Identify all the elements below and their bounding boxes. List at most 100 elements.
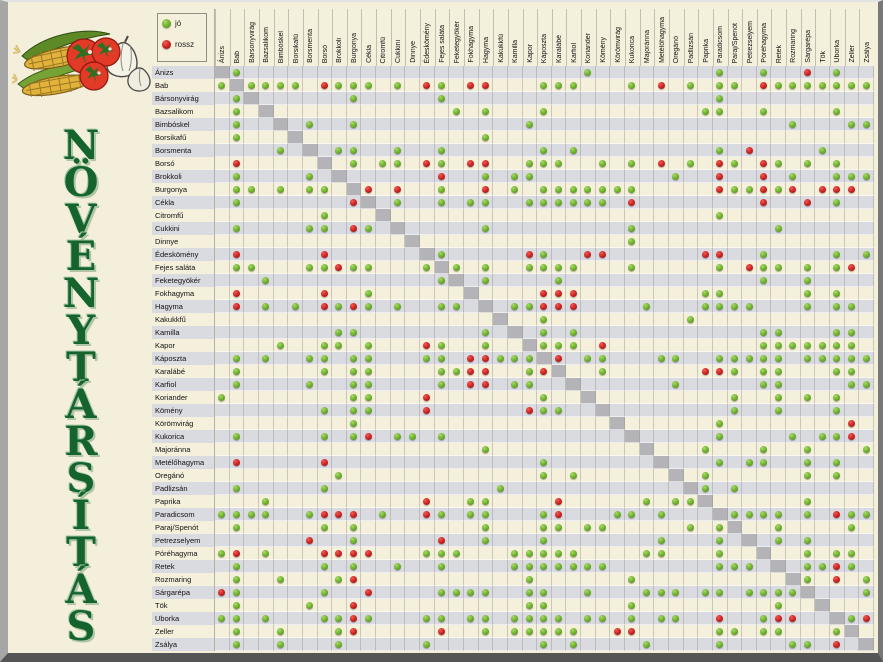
bad-dot-icon (848, 432, 856, 440)
matrix-cell (566, 560, 582, 573)
legend-bad-label: rossz (175, 40, 195, 49)
matrix-cell (683, 79, 699, 92)
matrix-cell (654, 391, 669, 404)
matrix-cell (756, 66, 772, 79)
col-header: Koriander (581, 9, 596, 66)
matrix-cell (478, 326, 494, 339)
matrix-cell (522, 508, 538, 521)
matrix-cell (698, 131, 713, 144)
matrix-cell (815, 196, 831, 209)
matrix-cell (683, 534, 699, 547)
matrix-cell (317, 352, 333, 365)
matrix-cell (610, 313, 626, 326)
matrix-cell (420, 352, 435, 365)
matrix-cell (551, 66, 567, 79)
matrix-cell (566, 521, 582, 534)
matrix-cell (610, 521, 626, 534)
matrix-cell (346, 378, 362, 391)
matrix-cell (727, 118, 743, 131)
matrix-cell (742, 196, 757, 209)
matrix-cell (244, 274, 259, 287)
matrix-cell (332, 313, 347, 326)
bad-dot-icon (848, 263, 856, 271)
good-dot-icon (320, 406, 328, 414)
matrix-cell (595, 508, 611, 521)
good-dot-icon (862, 588, 870, 596)
good-dot-icon (320, 263, 328, 271)
matrix-cell (698, 144, 713, 157)
good-dot-icon (555, 276, 563, 284)
row-label: Ánizs (152, 66, 215, 79)
matrix-cell (800, 235, 816, 248)
matrix-cell (507, 612, 523, 625)
matrix-cell (668, 196, 684, 209)
col-header-label: Tök (819, 51, 827, 63)
row-label: Kukorica (152, 430, 215, 443)
matrix-cell (463, 456, 479, 469)
good-dot-icon (657, 614, 665, 622)
matrix-cell (844, 560, 860, 573)
matrix-cell (346, 66, 362, 79)
matrix-cell (654, 287, 669, 300)
good-dot-icon (686, 523, 694, 531)
matrix-cell (625, 495, 640, 508)
matrix-cell (390, 560, 406, 573)
matrix-cell (537, 417, 552, 430)
matrix-cell (756, 560, 772, 573)
matrix-cell (786, 599, 801, 612)
matrix-cell (273, 443, 289, 456)
matrix-cell (361, 157, 377, 170)
matrix-cell (551, 183, 567, 196)
matrix-cell (771, 547, 787, 560)
matrix-cell (493, 222, 508, 235)
matrix-cell (405, 157, 421, 170)
matrix-cell (346, 443, 362, 456)
good-dot-icon (599, 614, 607, 622)
good-dot-icon (730, 159, 738, 167)
row-label: Citromfű (152, 209, 215, 222)
matrix-cell (346, 365, 362, 378)
matrix-cell (712, 287, 728, 300)
matrix-cell (698, 456, 713, 469)
matrix-cell (434, 300, 450, 313)
matrix-cell (522, 521, 538, 534)
matrix-cell (463, 209, 479, 222)
matrix-cell (493, 560, 508, 573)
matrix-cell (712, 599, 728, 612)
matrix-cell (522, 79, 538, 92)
matrix-cell (566, 248, 582, 261)
matrix-cell (712, 534, 728, 547)
matrix-cell (786, 586, 801, 599)
good-dot-icon (774, 263, 782, 271)
matrix-cell (859, 235, 874, 248)
matrix-cell (595, 313, 611, 326)
row-label: Oregánó (152, 469, 215, 482)
matrix-cell (229, 287, 245, 300)
matrix-cell (288, 352, 303, 365)
good-dot-icon (804, 471, 812, 479)
matrix-cell (742, 508, 757, 521)
good-dot-icon (730, 367, 738, 375)
matrix-cell (566, 209, 582, 222)
matrix-cell (405, 391, 421, 404)
matrix-cell (830, 287, 845, 300)
matrix-cell (786, 183, 801, 196)
matrix-cell (361, 170, 377, 183)
matrix-cell (215, 599, 230, 612)
matrix-cell (493, 235, 508, 248)
bad-dot-icon (555, 510, 563, 518)
good-dot-icon (848, 523, 856, 531)
matrix-cell (229, 79, 245, 92)
good-dot-icon (481, 614, 489, 622)
matrix-cell (639, 248, 655, 261)
matrix-cell (654, 248, 669, 261)
matrix-cell (742, 547, 757, 560)
matrix-cell (683, 625, 699, 638)
good-dot-icon (232, 185, 240, 193)
matrix-cell (376, 352, 391, 365)
matrix-cell (844, 612, 860, 625)
matrix-cell (830, 105, 845, 118)
col-header-label: Bimbóskel (277, 30, 285, 63)
matrix-cell (332, 261, 347, 274)
matrix-cell (771, 417, 787, 430)
